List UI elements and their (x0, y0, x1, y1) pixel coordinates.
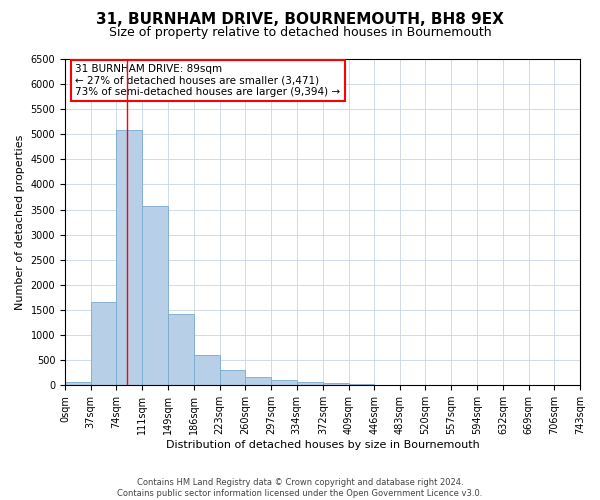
Bar (142, 206, 168, 385)
Text: Contains HM Land Registry data © Crown copyright and database right 2024.
Contai: Contains HM Land Registry data © Crown c… (118, 478, 482, 498)
Bar (220, 370, 245, 385)
Text: Size of property relative to detached houses in Bournemouth: Size of property relative to detached ho… (109, 26, 491, 39)
Bar (271, 380, 296, 385)
Bar (168, 314, 194, 385)
Bar (91, 302, 116, 385)
Bar (296, 382, 323, 385)
Bar (349, 384, 374, 385)
Bar (194, 354, 220, 385)
Bar (65, 382, 91, 385)
Bar (116, 130, 142, 385)
X-axis label: Distribution of detached houses by size in Bournemouth: Distribution of detached houses by size … (166, 440, 479, 450)
Text: 31 BURNHAM DRIVE: 89sqm
← 27% of detached houses are smaller (3,471)
73% of semi: 31 BURNHAM DRIVE: 89sqm ← 27% of detache… (76, 64, 340, 97)
Bar (245, 378, 271, 385)
Y-axis label: Number of detached properties: Number of detached properties (15, 134, 25, 310)
Bar (323, 382, 349, 385)
Text: 31, BURNHAM DRIVE, BOURNEMOUTH, BH8 9EX: 31, BURNHAM DRIVE, BOURNEMOUTH, BH8 9EX (96, 12, 504, 28)
